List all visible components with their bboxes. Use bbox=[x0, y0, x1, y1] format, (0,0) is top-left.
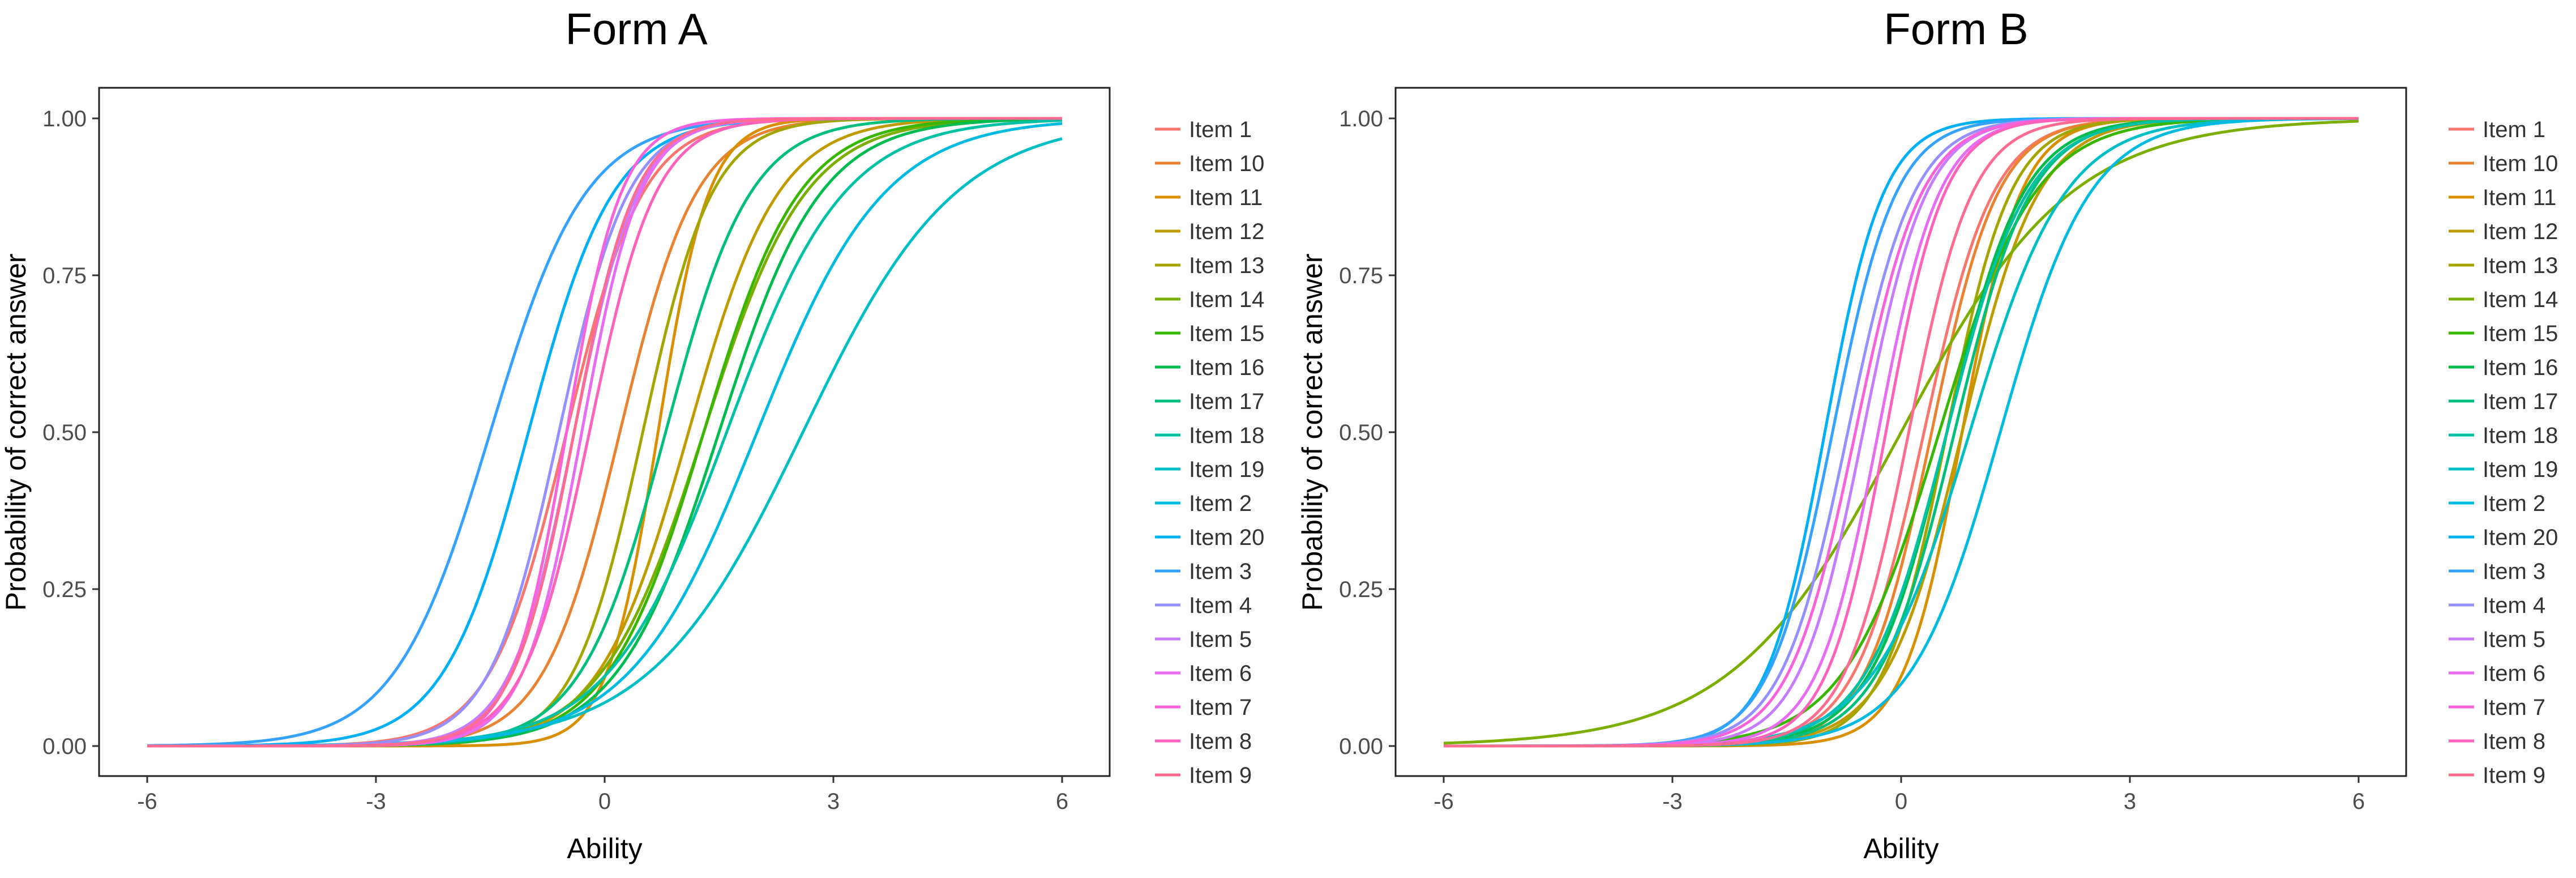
x-tick-label: 6 bbox=[1056, 789, 1068, 814]
legend-label: Item 9 bbox=[1189, 763, 1252, 788]
legend-label: Item 8 bbox=[1189, 729, 1252, 754]
x-tick-label: -6 bbox=[1434, 789, 1454, 814]
panel-title: Form A bbox=[565, 4, 707, 54]
legend-label: Item 4 bbox=[1189, 593, 1252, 618]
x-tick-label: 3 bbox=[827, 789, 840, 814]
legend-label: Item 17 bbox=[1189, 389, 1264, 414]
x-tick-label: 0 bbox=[1895, 789, 1907, 814]
legend-label: Item 14 bbox=[1189, 287, 1264, 312]
y-tick-label: 0.25 bbox=[42, 577, 87, 602]
legend-label: Item 5 bbox=[1189, 627, 1252, 652]
legend-label: Item 7 bbox=[2483, 695, 2545, 720]
panel-form-a: Form A 0.00 0.25 0.50 0.75 1.00 -6 -3 0 … bbox=[0, 4, 1264, 864]
legend-label: Item 13 bbox=[1189, 253, 1264, 278]
legend-label: Item 2 bbox=[2483, 491, 2545, 516]
y-tick-label: 0.50 bbox=[1339, 420, 1383, 445]
y-tick-label: 0.75 bbox=[42, 263, 87, 288]
legend-label: Item 19 bbox=[1189, 457, 1264, 482]
y-tick-label: 0.75 bbox=[1339, 263, 1383, 288]
legend-label: Item 17 bbox=[2483, 389, 2558, 414]
legend-label: Item 4 bbox=[2483, 593, 2545, 618]
legend-label: Item 10 bbox=[1189, 151, 1264, 176]
x-axis-title: Ability bbox=[1863, 833, 1939, 864]
legend-label: Item 12 bbox=[1189, 219, 1264, 244]
legend-label: Item 7 bbox=[1189, 695, 1252, 720]
x-axis-title: Ability bbox=[567, 833, 642, 864]
x-tick-label: -3 bbox=[1662, 789, 1683, 814]
legend-label: Item 20 bbox=[1189, 525, 1264, 550]
x-tick-label: 3 bbox=[2124, 789, 2136, 814]
panel-form-b: Form B 0.00 0.25 0.50 0.75 1.00 -6 -3 0 … bbox=[1296, 4, 2558, 864]
legend-label: Item 9 bbox=[2483, 763, 2545, 788]
legend-label: Item 5 bbox=[2483, 627, 2545, 652]
curve-layer bbox=[147, 117, 1063, 748]
y-tick-label: 0.00 bbox=[1339, 734, 1383, 759]
x-tick-label: -6 bbox=[137, 789, 157, 814]
legend-label: Item 3 bbox=[1189, 559, 1252, 584]
x-tick-label: 6 bbox=[2352, 789, 2365, 814]
icc-curve-item-9 bbox=[147, 117, 1062, 748]
legend-label: Item 16 bbox=[1189, 355, 1264, 380]
legend-label: Item 15 bbox=[1189, 321, 1264, 346]
legend-label: Item 18 bbox=[1189, 423, 1264, 448]
x-tick-label: 0 bbox=[598, 789, 611, 814]
legend-label: Item 8 bbox=[2483, 729, 2545, 754]
legend-label: Item 18 bbox=[2483, 423, 2558, 448]
panel-title: Form B bbox=[1884, 4, 2029, 54]
legend-label: Item 20 bbox=[2483, 525, 2558, 550]
y-tick-label: 1.00 bbox=[1339, 106, 1383, 131]
legend-label: Item 1 bbox=[1189, 117, 1252, 142]
legend-label: Item 10 bbox=[2483, 151, 2558, 176]
legend-label: Item 11 bbox=[1189, 185, 1263, 210]
legend: Item 1 Item 10 Item 11 Item 12 Item 13 Item 1… bbox=[2449, 117, 2558, 788]
legend-label: Item 6 bbox=[1189, 661, 1252, 686]
curve-layer bbox=[1443, 117, 2359, 748]
legend-label: Item 15 bbox=[2483, 321, 2558, 346]
legend: Item 1 Item 10 Item 11 Item 12 Item 13 Item 1… bbox=[1155, 117, 1264, 788]
legend-label: Item 3 bbox=[2483, 559, 2545, 584]
legend-label: Item 11 bbox=[2483, 185, 2556, 210]
icc-curve-item-14 bbox=[1443, 120, 2359, 745]
y-tick-label: 0.25 bbox=[1339, 577, 1383, 602]
legend-label: Item 19 bbox=[2483, 457, 2558, 482]
legend-label: Item 6 bbox=[2483, 661, 2545, 686]
legend-label: Item 12 bbox=[2483, 219, 2558, 244]
legend-label: Item 13 bbox=[2483, 253, 2558, 278]
y-axis-title: Probability of correct answer bbox=[0, 254, 32, 611]
legend-label: Item 1 bbox=[2483, 117, 2545, 142]
legend-label: Item 16 bbox=[2483, 355, 2558, 380]
legend-label: Item 14 bbox=[2483, 287, 2558, 312]
y-tick-label: 1.00 bbox=[42, 106, 87, 131]
x-tick-label: -3 bbox=[366, 789, 386, 814]
y-tick-label: 0.50 bbox=[42, 420, 87, 445]
icc-curve-item-9 bbox=[1444, 117, 2359, 748]
legend-label: Item 2 bbox=[1189, 491, 1252, 516]
y-axis-title: Probability of correct answer bbox=[1296, 254, 1328, 611]
y-tick-label: 0.00 bbox=[42, 734, 87, 759]
